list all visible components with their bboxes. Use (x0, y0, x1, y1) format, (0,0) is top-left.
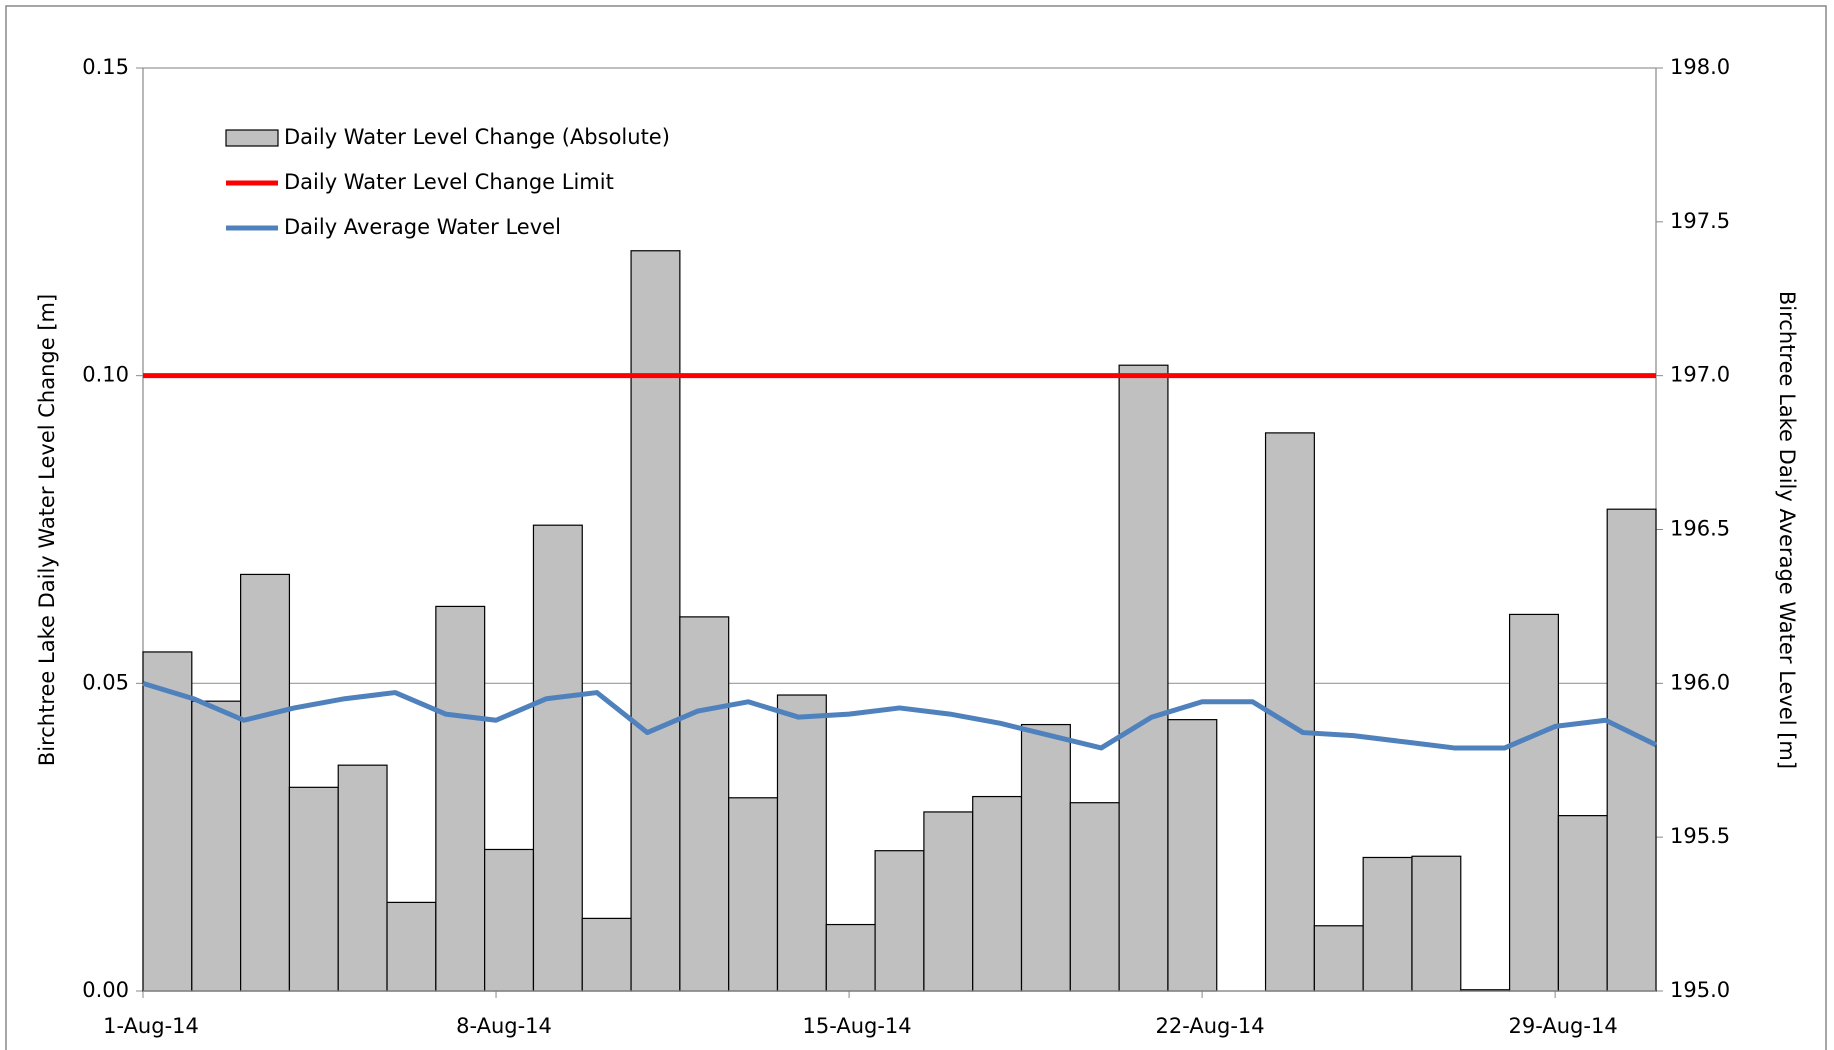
bar (484, 848, 535, 992)
bar (630, 250, 681, 992)
bar (1362, 856, 1413, 992)
y-tick-label: 0.15 (82, 55, 129, 79)
x-tick-label: 29-Aug-14 (1509, 1014, 1618, 1038)
legend-label: Daily Average Water Level (284, 215, 561, 239)
bar (435, 605, 486, 992)
bar (874, 850, 925, 992)
y2-tick-label: 195.0 (1670, 978, 1730, 1002)
bar (191, 700, 242, 992)
y2-tick-label: 196.0 (1670, 670, 1730, 694)
bar (728, 797, 779, 992)
y2-tick-label: 197.0 (1670, 363, 1730, 387)
legend-swatch (225, 129, 279, 147)
bar (1167, 719, 1218, 992)
legend-label: Daily Water Level Change Limit (284, 170, 614, 194)
x-tick-label: 15-Aug-14 (802, 1014, 911, 1038)
bar (825, 923, 876, 992)
bar (1508, 613, 1559, 992)
bar (1020, 723, 1071, 992)
bar (142, 651, 193, 992)
bar (581, 917, 632, 992)
line (142, 680, 1658, 751)
bar (532, 524, 583, 992)
bar (288, 786, 339, 992)
y2-tick-label: 196.5 (1670, 517, 1730, 541)
bar (1069, 802, 1120, 992)
bar (386, 901, 437, 992)
x-tick-label: 1-Aug-14 (103, 1014, 199, 1038)
bar (679, 616, 730, 992)
y2-tick-label: 195.5 (1670, 824, 1730, 848)
bar (1411, 855, 1462, 992)
bar (337, 764, 388, 992)
bar (776, 694, 827, 992)
bar (972, 795, 1023, 992)
y2-axis-label: Birchtree Lake Daily Average Water Level… (1775, 291, 1799, 769)
y2-tick-label: 198.0 (1670, 55, 1730, 79)
bar (1606, 508, 1657, 992)
y2-tick-label: 197.5 (1670, 209, 1730, 233)
x-tick-label: 8-Aug-14 (456, 1014, 552, 1038)
y-axis-label: Birchtree Lake Daily Water Level Change … (35, 294, 59, 766)
x-tick-label: 22-Aug-14 (1156, 1014, 1265, 1038)
bar (1118, 364, 1169, 992)
bar (1313, 925, 1364, 992)
y-tick-label: 0.05 (82, 670, 129, 694)
bar (1557, 815, 1608, 992)
bar (923, 811, 974, 992)
bar (240, 573, 291, 992)
legend-label: Daily Water Level Change (Absolute) (284, 125, 670, 149)
y-tick-label: 0.00 (82, 978, 129, 1002)
y-tick-label: 0.10 (82, 363, 129, 387)
